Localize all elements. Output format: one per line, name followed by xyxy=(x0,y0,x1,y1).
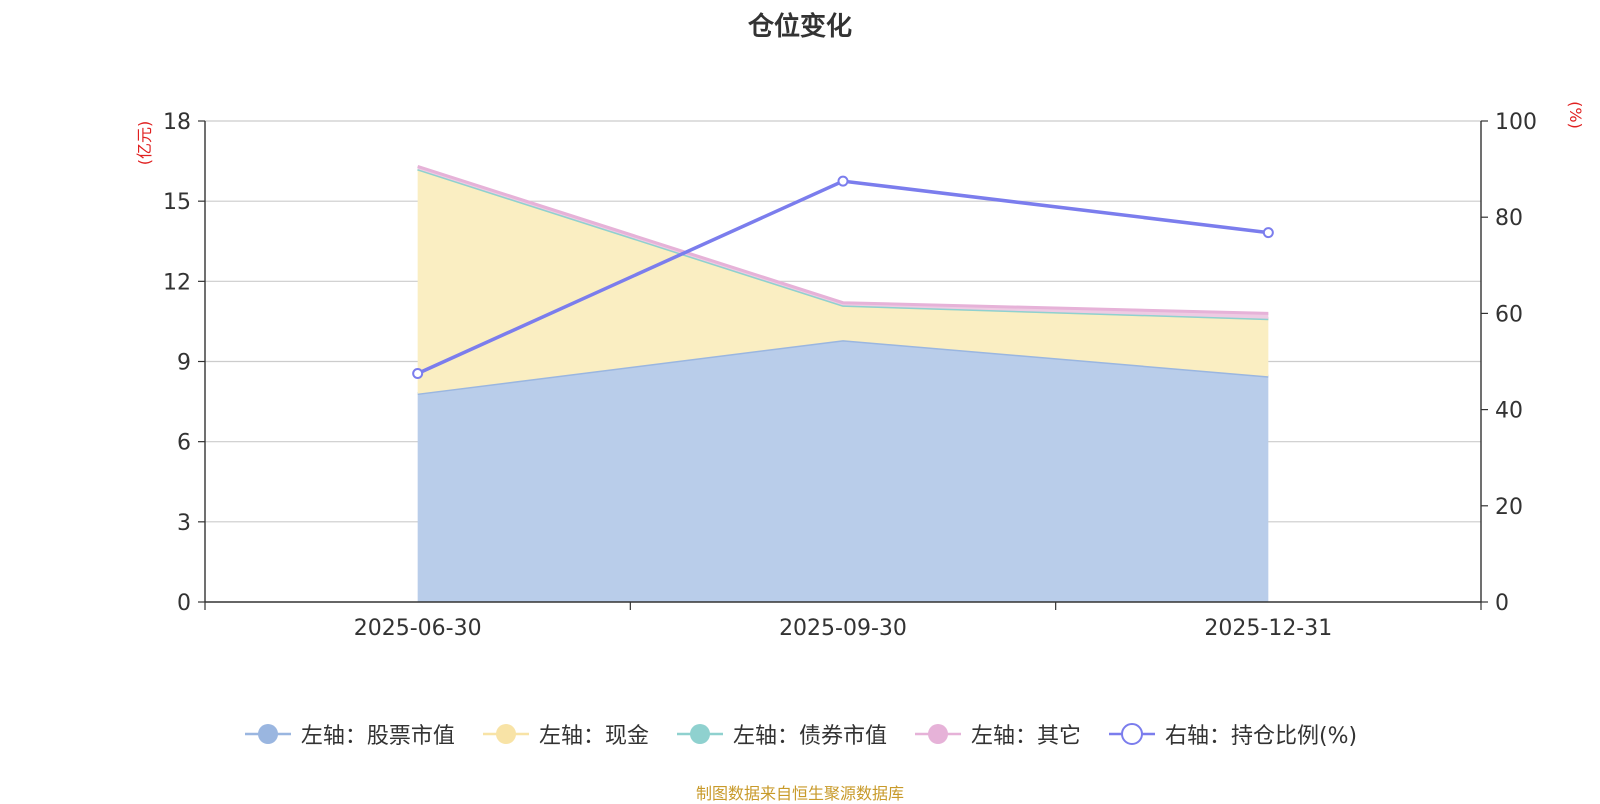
ratio-line-layer xyxy=(412,175,1274,380)
legend-label: 左轴：股票市值 xyxy=(300,724,455,749)
legend-label: 左轴：其它 xyxy=(970,724,1081,749)
left-tick-label-0: 0 xyxy=(177,591,191,616)
left-axis-unit: (亿元) xyxy=(135,121,154,166)
legend-swatch-icon xyxy=(482,724,529,744)
left-tick-label-4: 12 xyxy=(163,270,191,295)
right-tick-label-5: 100 xyxy=(1495,110,1537,135)
legend-swatch-dot xyxy=(257,724,278,744)
legend-swatch-dot xyxy=(1120,723,1143,745)
legend-swatch-icon xyxy=(676,724,723,744)
source-note: 制图数据来自恒生聚源数据库 xyxy=(695,784,904,803)
x-tick-label-1: 2025-09-30 xyxy=(779,616,907,641)
area-line-series-3 xyxy=(417,164,1269,315)
right-tick-label-0: 0 xyxy=(1495,591,1509,616)
legend-item-3[interactable]: 左轴：其它 xyxy=(913,718,1081,750)
legend-item-4[interactable]: 右轴：持仓比例(%) xyxy=(1107,718,1357,750)
legend-swatch-dot xyxy=(689,724,710,744)
legend-item-2[interactable]: 左轴：债券市值 xyxy=(675,718,887,750)
left-tick-label-6: 18 xyxy=(163,110,191,135)
right-tick-label-3: 60 xyxy=(1495,302,1523,327)
right-axis-unit: (%) xyxy=(1566,101,1585,129)
area-series-1 xyxy=(417,169,1269,394)
legend-swatch-icon xyxy=(914,724,961,744)
legend-label: 左轴：债券市值 xyxy=(732,724,887,749)
x-tick-label-2: 2025-12-31 xyxy=(1204,616,1332,641)
legend-item-0[interactable]: 左轴：股票市值 xyxy=(243,718,455,750)
ratio-point-1 xyxy=(837,175,849,187)
ratio-point-2 xyxy=(1262,227,1274,239)
stacked-areas xyxy=(417,164,1269,602)
left-tick-label-3: 9 xyxy=(177,351,191,376)
legend-swatch-dot xyxy=(495,724,516,744)
area-series-0 xyxy=(417,340,1269,602)
legend-label: 左轴：现金 xyxy=(538,724,649,749)
right-tick-label-1: 20 xyxy=(1495,495,1523,520)
x-tick-label-0: 2025-06-30 xyxy=(354,616,482,641)
legend-swatch-dot xyxy=(927,724,948,744)
left-tick-label-2: 6 xyxy=(177,431,191,456)
legend-label: 右轴：持仓比例(%) xyxy=(1164,724,1358,749)
left-tick-label-5: 15 xyxy=(163,190,191,215)
ratio-point-0 xyxy=(412,368,424,380)
axes: 0 3 6 9 12 15 18 0 20 40 60 80 100 2025-06-30 2025-09-… xyxy=(163,110,1537,641)
chart-title: 仓位变化 xyxy=(747,12,852,42)
right-tick-label-2: 40 xyxy=(1495,399,1523,424)
legend: 左轴：股票市值 左轴：现金 左轴：债券市值 左轴：其它 右轴：持仓比例(%) xyxy=(0,718,1600,750)
right-tick-label-4: 80 xyxy=(1495,206,1523,231)
legend-item-1[interactable]: 左轴：现金 xyxy=(481,718,649,750)
legend-swatch-icon xyxy=(1108,723,1155,745)
left-tick-label-1: 3 xyxy=(177,511,191,536)
legend-swatch-icon xyxy=(244,724,291,744)
